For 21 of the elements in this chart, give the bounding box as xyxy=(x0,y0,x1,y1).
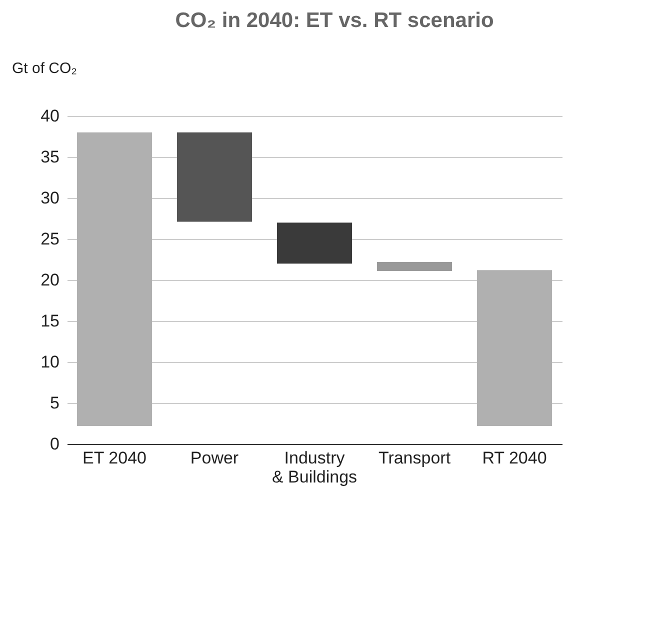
x-tick-label: Power xyxy=(190,448,239,468)
y-tick-label: 30 xyxy=(40,188,60,208)
x-tick-label: ET 2040 xyxy=(82,448,146,468)
y-tick-label: 20 xyxy=(40,270,60,290)
y-tick-label: 15 xyxy=(40,312,60,330)
y-tick-label: 25 xyxy=(40,230,60,248)
bar xyxy=(477,270,552,426)
y-tick-label: 40 xyxy=(40,106,60,126)
x-tick-label: Transport xyxy=(378,448,451,468)
bar xyxy=(277,222,352,264)
y-axis-title: Gt of CO₂ xyxy=(12,60,78,77)
y-tick-label: 0 xyxy=(50,434,60,454)
y-tick-label: 35 xyxy=(40,148,60,166)
bar xyxy=(177,132,252,222)
x-tick-label: Industry & Buildings xyxy=(272,448,358,486)
x-tick-label: RT 2040 xyxy=(482,448,547,468)
bar xyxy=(77,132,152,426)
chart-title: CO₂ in 2040: ET vs. RT scenario xyxy=(175,9,494,32)
y-tick-label: 10 xyxy=(40,352,60,372)
bar xyxy=(377,262,452,271)
y-tick-label: 5 xyxy=(50,394,60,412)
